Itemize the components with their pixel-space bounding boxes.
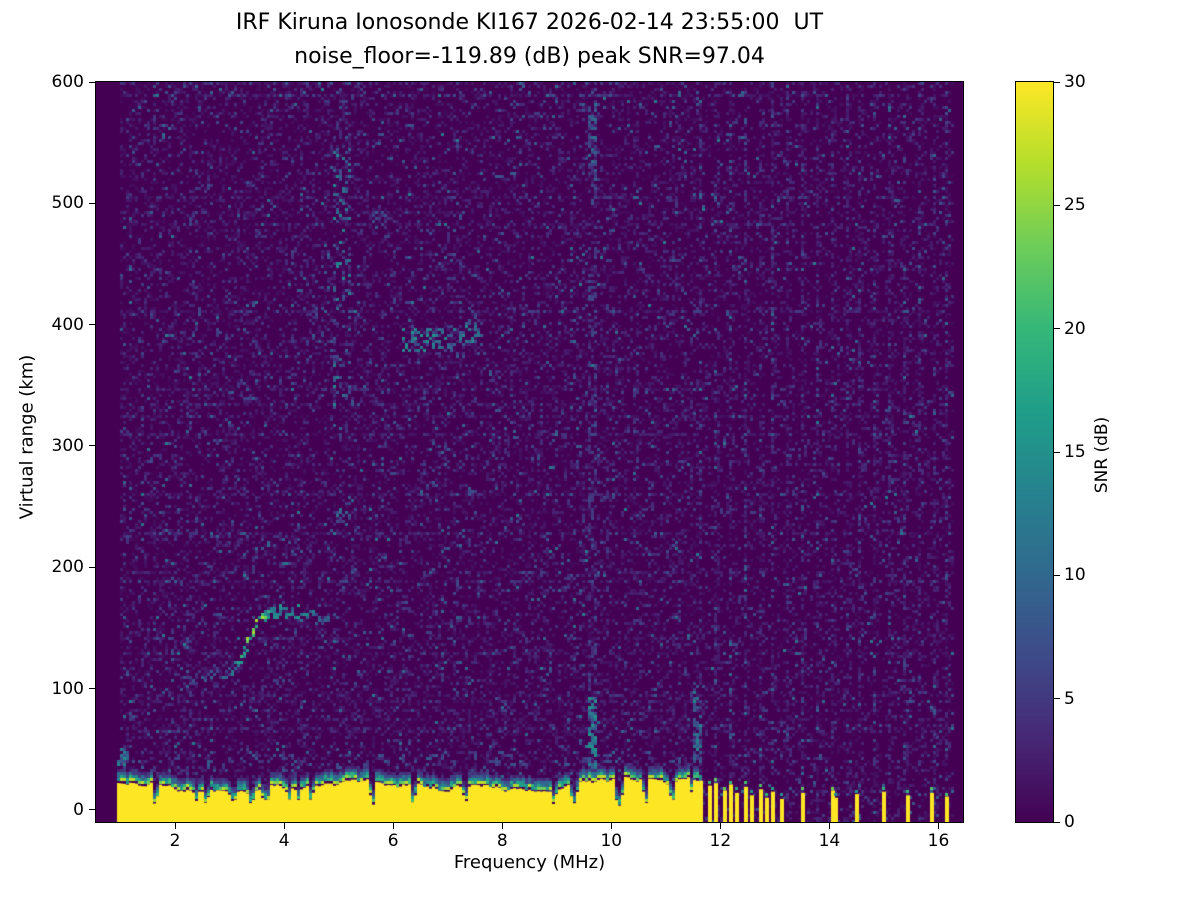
cb-tick-label-20: 20 [1064, 318, 1086, 339]
x-tick-label-14: 14 [818, 831, 841, 851]
chart-title: IRF Kiruna Ionosonde KI167 2026-02-14 23… [235, 10, 824, 35]
cb-tick-mark-10 [1054, 574, 1060, 576]
x-tick-mark-12 [719, 823, 721, 829]
x-tick-mark-8 [501, 823, 503, 829]
cb-tick-mark-15 [1054, 451, 1060, 453]
y-tick-mark-500 [89, 202, 95, 204]
cb-tick-label-0: 0 [1064, 812, 1075, 832]
x-tick-label-2: 2 [169, 831, 181, 851]
y-tick-label-0: 0 [73, 799, 84, 820]
x-tick-mark-10 [610, 823, 612, 829]
x-tick-label-12: 12 [709, 831, 732, 851]
cb-tick-label-5: 5 [1064, 688, 1075, 709]
cb-tick-label-25: 25 [1064, 195, 1086, 216]
x-tick-label-4: 4 [278, 831, 290, 851]
y-tick-mark-600 [89, 81, 95, 83]
cb-tick-label-30: 30 [1064, 72, 1086, 92]
x-tick-label-8: 8 [496, 831, 508, 851]
y-tick-mark-200 [89, 566, 95, 568]
x-axis-label: Frequency (MHz) [453, 852, 606, 873]
cb-tick-mark-25 [1054, 204, 1060, 206]
colorbar-gradient [1016, 82, 1053, 822]
x-tick-mark-16 [937, 823, 939, 829]
y-axis-label: Virtual range (km) [16, 354, 38, 520]
x-tick-mark-6 [392, 823, 394, 829]
x-tick-mark-4 [283, 823, 285, 829]
x-tick-label-16: 16 [927, 831, 950, 851]
cb-tick-label-15: 15 [1064, 442, 1086, 462]
chart-subtitle: noise_floor=-119.89 (dB) peak SNR=97.04 [294, 44, 765, 69]
x-tick-label-6: 6 [387, 831, 399, 851]
cb-tick-mark-20 [1054, 328, 1060, 330]
x-tick-label-10: 10 [600, 831, 623, 851]
x-tick-mark-14 [828, 823, 830, 829]
y-tick-mark-300 [89, 445, 95, 447]
y-tick-label-500: 500 [51, 193, 84, 214]
cb-tick-mark-5 [1054, 698, 1060, 700]
cb-tick-label-10: 10 [1064, 565, 1086, 586]
x-tick-mark-2 [174, 823, 176, 829]
y-tick-mark-400 [89, 324, 95, 326]
y-tick-mark-100 [89, 688, 95, 690]
y-tick-label-400: 400 [51, 314, 84, 335]
y-tick-label-100: 100 [51, 678, 84, 699]
y-tick-label-600: 600 [51, 72, 84, 92]
cb-tick-mark-0 [1054, 821, 1060, 823]
ionogram-heatmap [96, 82, 963, 822]
y-tick-label-200: 200 [51, 557, 84, 578]
y-tick-mark-0 [89, 809, 95, 811]
y-tick-label-300: 300 [51, 435, 84, 456]
cb-tick-mark-30 [1054, 81, 1060, 83]
